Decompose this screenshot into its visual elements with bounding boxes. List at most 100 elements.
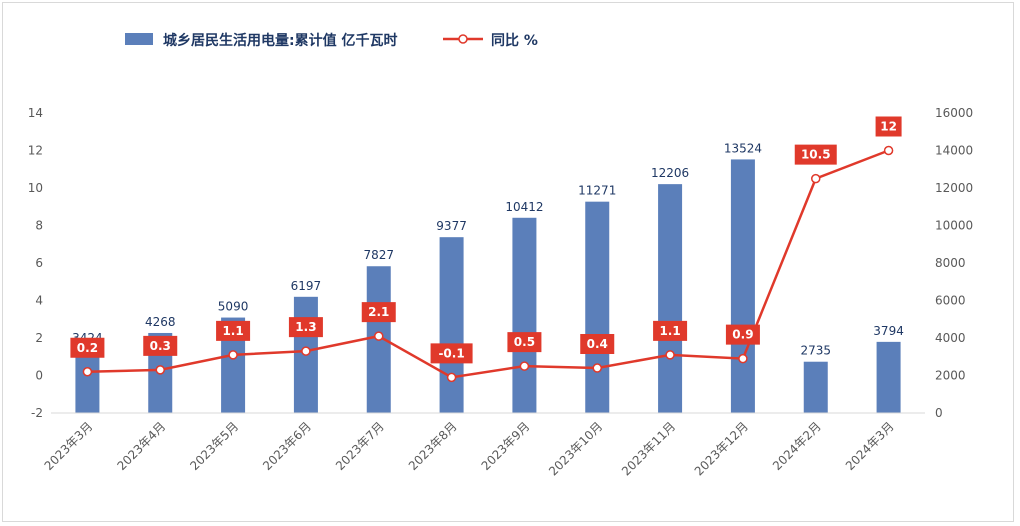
line-label-text: 12 bbox=[880, 120, 897, 134]
line-value-label: 2.1 bbox=[361, 302, 396, 323]
line-point bbox=[519, 361, 530, 371]
line-point bbox=[738, 353, 748, 364]
line-value-label: 1.1 bbox=[216, 320, 251, 341]
line-label-box bbox=[507, 332, 542, 353]
x-axis-tick: 2023年11月 bbox=[619, 419, 678, 478]
line-label-text: 0.9 bbox=[732, 328, 753, 342]
x-axis-tick: 2023年6月 bbox=[260, 419, 314, 473]
bar bbox=[512, 217, 537, 413]
line-label-box bbox=[216, 320, 251, 341]
right-axis-tick: 4000 bbox=[935, 331, 966, 345]
line-point bbox=[446, 372, 457, 383]
line-value-label: 0.9 bbox=[725, 324, 760, 345]
line-path bbox=[87, 149, 890, 379]
left-axis-tick: 10 bbox=[28, 181, 43, 195]
bar-value-label: 12206 bbox=[651, 166, 689, 180]
x-axis-tick: 2023年9月 bbox=[479, 419, 533, 473]
line-label-box bbox=[653, 320, 688, 341]
line-label-box bbox=[288, 317, 323, 338]
right-axis-tick: 10000 bbox=[935, 219, 973, 233]
left-axis-tick: 12 bbox=[28, 144, 43, 158]
line-label-text: -0.1 bbox=[438, 346, 464, 360]
left-axis-tick: 8 bbox=[35, 219, 43, 233]
line-point bbox=[592, 363, 602, 373]
bar-value-label: 4268 bbox=[145, 315, 176, 329]
left-axis-tick: 6 bbox=[35, 256, 43, 270]
legend: 城乡居民生活用电量:累计值 亿千瓦时 同比 % bbox=[125, 32, 538, 49]
bar-value-label: 10412 bbox=[505, 200, 543, 214]
right-axis-tick: 8000 bbox=[935, 256, 966, 270]
bar-value-label: 2735 bbox=[800, 344, 831, 358]
x-axis-tick: 2023年4月 bbox=[114, 419, 168, 473]
line-label-box bbox=[361, 302, 396, 323]
bar bbox=[658, 184, 683, 413]
bar-value-label: 11271 bbox=[578, 184, 616, 198]
line-value-label: 0.3 bbox=[143, 335, 178, 356]
line-point bbox=[811, 173, 821, 184]
bar bbox=[876, 341, 901, 413]
line-label-box bbox=[725, 324, 760, 345]
left-axis-tick: 4 bbox=[35, 294, 43, 308]
line-label-box bbox=[875, 116, 902, 137]
x-axis-tick: 2023年5月 bbox=[187, 419, 241, 473]
line-point bbox=[228, 350, 238, 360]
right-axis-tick: 14000 bbox=[935, 144, 973, 158]
x-axis-tick: 2023年8月 bbox=[406, 419, 460, 473]
line-label-text: 0.5 bbox=[514, 335, 535, 349]
left-axis-tick: 14 bbox=[28, 106, 43, 120]
line-point bbox=[665, 350, 675, 360]
right-axis-tick: 16000 bbox=[935, 106, 973, 120]
bar-value-label: 3794 bbox=[873, 324, 904, 338]
right-axis-tick: 0 bbox=[935, 406, 943, 420]
bar bbox=[585, 201, 610, 413]
legend-line-marker bbox=[458, 34, 468, 44]
line-label-text: 1.3 bbox=[295, 320, 316, 334]
bar-series bbox=[75, 159, 901, 413]
line-value-label: -0.1 bbox=[430, 343, 473, 364]
line-value-label: 0.5 bbox=[507, 332, 542, 353]
right-axis: 0 2000 4000 6000 8000 10000 12000 14000 16000 bbox=[935, 106, 973, 420]
line-point bbox=[883, 145, 894, 156]
legend-bar-label: 城乡居民生活用电量:累计值 亿千瓦时 bbox=[163, 32, 397, 49]
line-point bbox=[301, 346, 311, 356]
legend-bar-swatch bbox=[125, 33, 153, 45]
line-value-label: 1.3 bbox=[288, 317, 323, 338]
x-axis-tick: 2024年3月 bbox=[843, 419, 897, 473]
left-axis: -2 0 2 4 6 8 10 12 14 bbox=[28, 106, 43, 420]
line-point bbox=[155, 365, 165, 375]
line-label-text: 0.4 bbox=[587, 337, 608, 351]
bar-value-label: 5090 bbox=[218, 300, 249, 314]
bar-labels: 3424426850906197782793771041211271122061… bbox=[72, 141, 904, 357]
line-label-text: 1.1 bbox=[222, 324, 243, 338]
line-label-text: 1.1 bbox=[659, 324, 680, 338]
x-axis-tick: 2024年2月 bbox=[770, 419, 824, 473]
x-axis: 2023年3月 2023年4月 2023年5月 2023年6月 2023年7月 2023年… bbox=[42, 412, 925, 478]
line-value-label: 0.2 bbox=[70, 337, 105, 358]
line-point bbox=[82, 367, 93, 377]
x-axis-tick: 2023年3月 bbox=[42, 419, 96, 473]
x-axis-tick: 2023年12月 bbox=[692, 419, 751, 478]
bar-value-label: 7827 bbox=[363, 248, 394, 262]
bar-value-label: 13524 bbox=[724, 141, 762, 155]
bar bbox=[75, 348, 100, 413]
right-axis-tick: 12000 bbox=[935, 181, 973, 195]
line-value-label: 10.5 bbox=[794, 144, 837, 165]
line-value-label: 12 bbox=[875, 116, 902, 137]
bar bbox=[439, 237, 464, 413]
left-axis-tick: -2 bbox=[31, 406, 43, 420]
right-axis-tick: 6000 bbox=[935, 294, 966, 308]
bar-value-label: 9377 bbox=[436, 219, 467, 233]
line-value-label: 0.4 bbox=[580, 334, 615, 354]
line-labels: 0.2 0.3 1.1 1.3 2.1 -0.1 0.5 0.4 1.1 0.9 10.5 12 bbox=[70, 116, 902, 364]
line-label-text: 0.3 bbox=[150, 339, 171, 353]
right-axis-tick: 2000 bbox=[935, 369, 966, 383]
x-axis-tick: 2023年10月 bbox=[546, 419, 605, 478]
line-point bbox=[374, 331, 384, 341]
line-label-box bbox=[143, 335, 178, 356]
line-label-text: 10.5 bbox=[801, 148, 831, 162]
line-value-label: 1.1 bbox=[653, 320, 688, 341]
x-axis-tick: 2023年7月 bbox=[333, 419, 387, 473]
line-label-text: 2.1 bbox=[368, 305, 389, 319]
